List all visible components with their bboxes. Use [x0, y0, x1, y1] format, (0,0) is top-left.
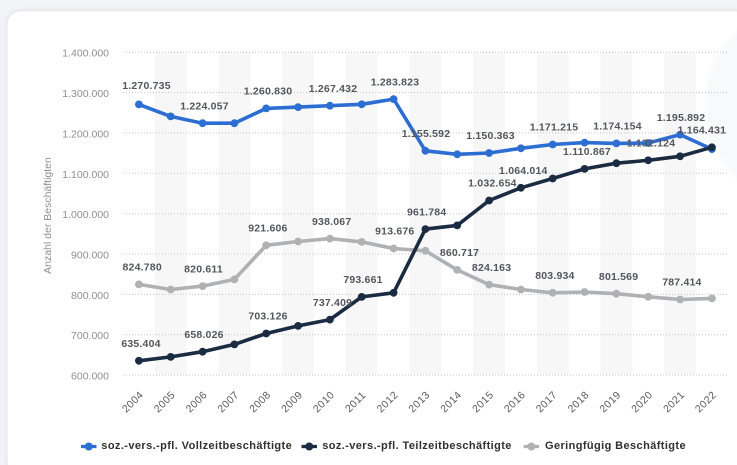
svg-text:1.260.830: 1.260.830 [244, 86, 293, 98]
svg-text:soz.-vers.-pfl. Teilzeitbeschä: soz.-vers.-pfl. Teilzeitbeschäftigte [322, 440, 512, 452]
svg-text:1.110.867: 1.110.867 [563, 146, 611, 158]
svg-text:1.300.000: 1.300.000 [62, 88, 109, 100]
svg-text:Anzahl der Beschäftigten: Anzahl der Beschäftigten [42, 157, 54, 274]
svg-text:1.270.735: 1.270.735 [122, 80, 171, 92]
svg-text:824.163: 824.163 [472, 262, 511, 274]
svg-text:938.067: 938.067 [312, 216, 351, 228]
svg-text:Geringfügig Beschäftigte: Geringfügig Beschäftigte [545, 440, 686, 452]
svg-text:soz.-vers.-pfl. Vollzeitbeschä: soz.-vers.-pfl. Vollzeitbeschäftigte [101, 440, 292, 452]
svg-text:820.611: 820.611 [184, 263, 223, 275]
svg-text:1.132.124: 1.132.124 [627, 138, 676, 150]
svg-text:803.934: 803.934 [535, 270, 574, 282]
svg-text:1.064.014: 1.064.014 [499, 165, 548, 177]
svg-text:800.000: 800.000 [71, 290, 109, 302]
svg-text:921.606: 921.606 [248, 223, 287, 235]
svg-text:860.717: 860.717 [440, 247, 479, 259]
svg-text:787.414: 787.414 [662, 277, 701, 289]
svg-text:1.224.057: 1.224.057 [180, 100, 229, 112]
svg-text:1.171.215: 1.171.215 [530, 122, 579, 134]
svg-text:1.155.592: 1.155.592 [402, 128, 451, 140]
svg-text:900.000: 900.000 [71, 250, 109, 262]
svg-text:1.150.363: 1.150.363 [466, 130, 515, 142]
svg-text:1.283.823: 1.283.823 [371, 76, 420, 88]
svg-text:801.569: 801.569 [599, 271, 638, 283]
svg-text:961.784: 961.784 [407, 206, 446, 218]
svg-text:1.000.000: 1.000.000 [62, 209, 109, 221]
svg-text:658.026: 658.026 [184, 329, 223, 341]
svg-text:700.000: 700.000 [71, 330, 109, 342]
svg-text:793.661: 793.661 [343, 274, 382, 286]
svg-text:1.164.431: 1.164.431 [678, 125, 727, 137]
svg-text:703.126: 703.126 [248, 311, 287, 323]
svg-text:600.000: 600.000 [71, 371, 109, 383]
svg-text:1.032.654: 1.032.654 [468, 178, 517, 190]
svg-text:737.409: 737.409 [313, 297, 352, 309]
svg-text:1.267.432: 1.267.432 [309, 83, 358, 95]
svg-text:1.400.000: 1.400.000 [62, 48, 109, 60]
svg-text:824.780: 824.780 [123, 262, 162, 274]
svg-text:1.100.000: 1.100.000 [62, 169, 109, 181]
svg-text:1.200.000: 1.200.000 [62, 128, 109, 140]
svg-text:635.404: 635.404 [121, 338, 160, 350]
svg-text:1.174.154: 1.174.154 [593, 121, 642, 133]
svg-text:1.195.892: 1.195.892 [657, 112, 706, 124]
svg-text:913.676: 913.676 [375, 226, 414, 238]
